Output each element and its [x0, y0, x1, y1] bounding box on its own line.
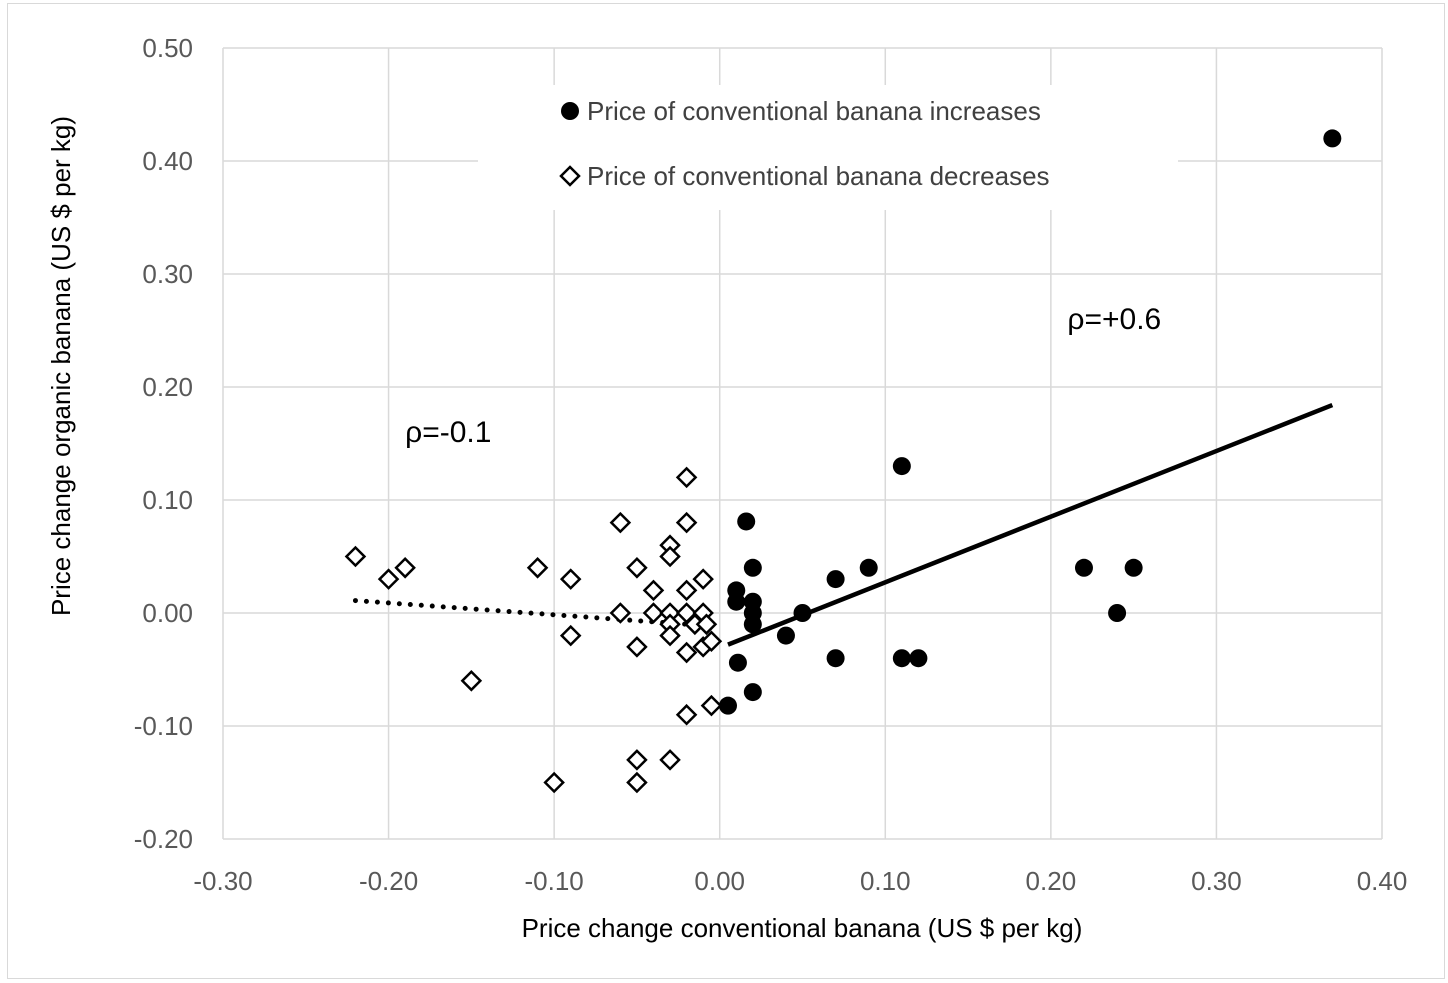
- point-decrease: [344, 545, 367, 568]
- point-increase: [859, 558, 878, 577]
- point-increase: [909, 649, 928, 668]
- x-tick-label: 0.20: [1026, 866, 1077, 896]
- point-increase: [743, 683, 762, 702]
- y-tick-label: 0.00: [142, 598, 193, 628]
- point-decrease: [394, 557, 416, 579]
- point-decrease: [559, 568, 582, 590]
- point-increase: [1124, 558, 1143, 577]
- y-tick-label: 0.10: [142, 485, 193, 515]
- y-axis-title: Price change organic banana (US $ per kg…: [46, 116, 76, 616]
- point-increase: [727, 592, 746, 611]
- point-increase: [892, 649, 911, 668]
- y-tick-label: 0.50: [142, 33, 193, 63]
- correlation-annotation-increases: ρ=+0.6: [1067, 303, 1161, 336]
- point-decrease: [642, 602, 665, 624]
- point-decrease: [626, 636, 648, 658]
- point-increase: [737, 512, 756, 531]
- x-tick-label: -0.10: [525, 866, 584, 896]
- y-tick-label: 0.40: [142, 146, 193, 176]
- annotations: ρ=+0.6 ρ=-0.1: [405, 303, 1161, 449]
- point-increase: [743, 558, 762, 577]
- point-increase: [743, 615, 762, 634]
- x-axis-title: Price change conventional banana (US $ p…: [522, 913, 1083, 943]
- trendlines: [352, 402, 1334, 647]
- point-decrease: [626, 771, 648, 794]
- point-decrease: [626, 749, 648, 771]
- point-decrease: [642, 579, 665, 602]
- point-decrease: [609, 602, 632, 624]
- legend-marker-decreases: [559, 165, 581, 187]
- x-tick-label: -0.20: [359, 866, 418, 896]
- point-decrease: [675, 466, 698, 489]
- point-decrease: [526, 557, 549, 579]
- trendline-decreases: [352, 598, 706, 628]
- legend-label-increases: Price of conventional banana increases: [587, 96, 1041, 126]
- point-increase: [776, 626, 795, 645]
- x-tick-label: 0.30: [1191, 866, 1242, 896]
- x-tick-label: 0.00: [694, 866, 745, 896]
- correlation-annotation-decreases: ρ=-0.1: [405, 416, 491, 449]
- point-increase: [826, 570, 845, 589]
- point-decrease: [543, 771, 565, 794]
- point-increase: [728, 653, 747, 672]
- point-increase: [1108, 604, 1127, 622]
- point-increase: [718, 696, 737, 715]
- point-decrease: [675, 703, 698, 726]
- point-decrease: [377, 568, 400, 590]
- point-decrease: [559, 624, 582, 647]
- point-decrease: [626, 557, 648, 579]
- legend-background: [478, 85, 1178, 210]
- legend-marker-increases: [561, 102, 579, 120]
- x-tick-label: 0.40: [1357, 866, 1408, 896]
- point-decrease: [675, 579, 698, 602]
- point-decrease: [460, 670, 483, 692]
- point-increase: [1323, 129, 1342, 148]
- point-increase: [1074, 558, 1093, 577]
- data-points: [344, 129, 1342, 794]
- y-tick-label: -0.10: [134, 711, 193, 741]
- point-decrease: [700, 694, 723, 717]
- point-decrease: [675, 511, 698, 534]
- point-increase: [793, 604, 812, 622]
- x-tick-label: 0.10: [860, 866, 911, 896]
- point-decrease: [675, 641, 698, 664]
- y-tick-label: 0.20: [142, 372, 193, 402]
- point-decrease: [659, 624, 681, 647]
- point-increase: [892, 457, 911, 476]
- y-tick-label: 0.30: [142, 259, 193, 289]
- point-decrease: [700, 630, 723, 653]
- point-decrease: [692, 568, 714, 590]
- point-increase: [826, 649, 845, 668]
- point-decrease: [659, 749, 681, 771]
- legend: Price of conventional banana increases P…: [478, 85, 1178, 210]
- tick-labels: -0.30 -0.20 -0.10 0.00 0.10 0.20 0.30 0.400.500…: [134, 33, 1408, 896]
- legend-label-decreases: Price of conventional banana decreases: [587, 161, 1050, 191]
- trendline-increases: [727, 402, 1334, 647]
- y-tick-label: -0.20: [134, 824, 193, 854]
- point-decrease: [659, 545, 681, 568]
- point-decrease: [609, 511, 632, 534]
- point-decrease: [695, 613, 718, 636]
- x-tick-label: -0.30: [193, 866, 252, 896]
